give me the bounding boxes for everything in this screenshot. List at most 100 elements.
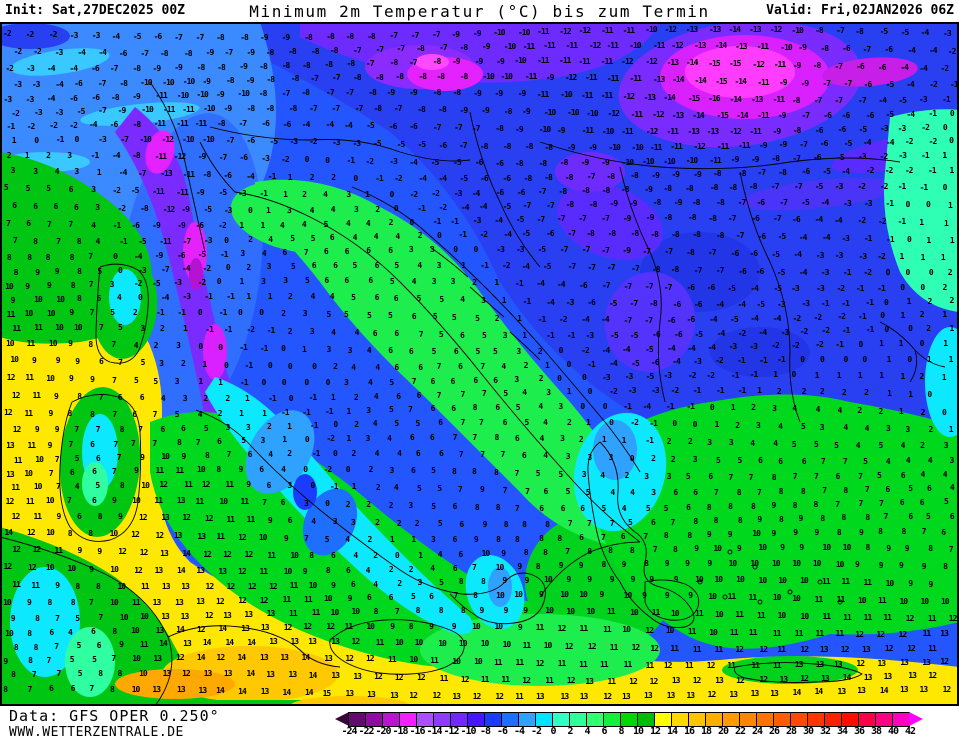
temperature-value: 0: [113, 252, 118, 262]
temperature-value: 10: [736, 575, 745, 585]
temperature-value: 1: [346, 434, 351, 444]
temperature-value: 10: [812, 559, 822, 569]
temperature-value: 1: [949, 323, 955, 333]
temperature-value: 11: [54, 545, 63, 555]
temperature-value: -7: [601, 213, 610, 223]
temperature-value: 6: [708, 472, 713, 482]
temperature-value: -8: [310, 46, 320, 56]
temperature-value: 2: [375, 482, 381, 492]
temperature-value: -2: [879, 151, 889, 161]
temperature-value: 6: [941, 527, 946, 537]
temperature-value: 3: [303, 498, 309, 508]
valid-timestamp: Valid: Fri,02JAN2026 06Z: [766, 3, 954, 18]
temperature-value: 13: [862, 644, 871, 654]
temperature-value: 7: [835, 499, 840, 509]
temperature-value: 3: [91, 185, 96, 195]
temperature-value: 1: [182, 324, 188, 334]
temperature-value: 7: [601, 532, 606, 542]
temperature-value: -1: [919, 182, 929, 192]
temperature-value: -5: [152, 278, 161, 288]
temperature-value: 10: [5, 339, 15, 348]
temperature-value: 1: [886, 354, 892, 364]
temperature-value: 8: [119, 425, 125, 435]
temperature-value: 13: [331, 637, 340, 647]
temperature-value: -1: [537, 314, 547, 324]
temperature-value: -10: [141, 105, 153, 115]
temperature-value: -8: [812, 61, 822, 71]
temperature-value: -11: [537, 56, 549, 66]
temperature-value: -1: [927, 166, 937, 176]
temperature-value: 10: [586, 606, 596, 616]
temperature-value: -1: [865, 325, 875, 335]
temperature-value: 8: [503, 519, 509, 529]
temperature-value: -16: [708, 94, 720, 104]
temperature-value: -1: [90, 150, 100, 160]
temperature-value: -2: [117, 203, 126, 213]
temperature-value: 8: [693, 516, 698, 526]
temperature-value: -7: [862, 44, 872, 54]
temperature-value: 6: [139, 393, 145, 403]
temperature-value: -3: [651, 386, 660, 396]
temperature-value: -2: [197, 277, 207, 287]
temperature-value: 6: [388, 245, 393, 255]
temperature-value: -8: [202, 170, 212, 180]
legend-swatch: [552, 711, 570, 727]
temperature-value: -8: [565, 200, 575, 210]
temperature-value: 4: [268, 449, 273, 459]
temperature-value: 8: [706, 502, 712, 512]
temperature-value: 3: [565, 451, 571, 461]
temperature-value: 7: [46, 219, 52, 229]
temperature-value: -1: [324, 407, 334, 417]
temperature-value: 11: [843, 612, 852, 622]
temperature-value: -5: [885, 110, 895, 120]
temperature-value: 7: [587, 519, 592, 529]
temperature-value: -11: [522, 41, 535, 51]
temperature-value: 2: [396, 518, 402, 528]
temperature-value: 9: [878, 560, 884, 570]
temperature-value: 10: [778, 575, 787, 585]
temperature-value: -7: [822, 79, 831, 89]
temperature-value: -11: [182, 169, 195, 179]
temperature-value: 9: [267, 515, 273, 525]
temperature-value: 12: [856, 659, 865, 669]
legend-swatch: [603, 711, 621, 727]
temperature-value: 3: [350, 517, 356, 527]
temperature-value: -4: [709, 315, 718, 325]
temperature-value: 4: [864, 423, 870, 433]
temperature-value: -7: [834, 61, 843, 71]
temperature-value: -9: [386, 87, 396, 97]
temperature-value: -9: [772, 126, 782, 136]
temperature-value: -8: [367, 31, 376, 41]
temperature-value: 9: [503, 605, 509, 615]
legend-tick-label: -8: [479, 726, 491, 737]
temperature-value: 7: [502, 486, 508, 496]
temperature-value: -5: [373, 139, 382, 149]
temperature-value: 11: [557, 659, 567, 669]
temperature-value: 7: [411, 377, 417, 387]
temperature-value: -4: [601, 345, 611, 355]
temperature-value: 14: [159, 639, 168, 649]
temperature-value: 7: [112, 409, 117, 419]
temperature-value: -3: [389, 157, 398, 167]
temperature-value: 2: [217, 409, 223, 419]
temperature-value: 8: [176, 438, 182, 448]
temperature-value: -7: [834, 95, 843, 105]
temperature-value: 4: [393, 483, 399, 493]
temperature-value: 12: [800, 645, 809, 655]
temperature-value: -9: [132, 92, 141, 102]
temperature-value: 8: [629, 545, 635, 555]
temperature-value: 5: [153, 376, 158, 386]
temperature-value: -11: [559, 56, 571, 66]
temperature-value: -5: [773, 284, 782, 294]
temperature-value: 2: [287, 326, 293, 336]
temperature-value: 12: [28, 562, 37, 572]
legend-swatch: [467, 711, 485, 727]
temperature-value: -2: [365, 156, 374, 166]
temperature-value: -11: [756, 42, 769, 52]
sardinia-coast: [59, 393, 142, 542]
temperature-value: -1: [329, 481, 339, 491]
temperature-value: 11: [175, 465, 185, 475]
temperature-value: 10: [885, 578, 895, 588]
temperature-value: 6: [418, 362, 423, 372]
temperature-value: -9: [515, 124, 524, 134]
